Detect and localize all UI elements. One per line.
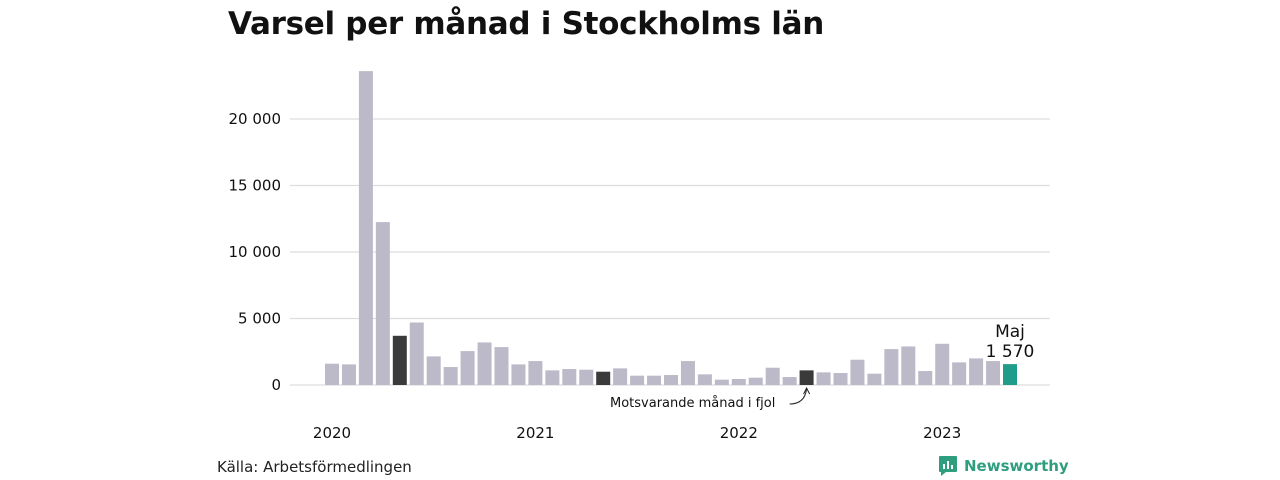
source-note: Källa: Arbetsförmedlingen [217,458,412,476]
bar [528,361,543,385]
bar [731,379,746,385]
bar [714,379,729,385]
brand-logo: Newsworthy [938,455,1069,477]
x-tick-label: 2023 [923,424,961,442]
bar [680,361,695,385]
bar [901,346,916,385]
bar [816,372,831,385]
bars [325,71,1017,386]
brand-name: Newsworthy [964,457,1069,475]
x-tick-label: 2021 [516,424,554,442]
bar [325,363,339,385]
chart-title: Varsel per månad i Stockholms län [228,6,824,42]
bar [579,369,594,385]
bar [799,370,814,385]
bar [613,368,628,385]
bar [850,359,865,385]
bar [748,377,763,385]
bar [867,373,882,385]
newsworthy-logo-icon [939,456,957,476]
bar [477,342,492,385]
bar [833,373,848,385]
y-tick-label: 15 000 [229,177,282,195]
bar [596,371,611,385]
bar [511,364,526,385]
bar [443,367,458,385]
bar [358,71,373,386]
bar [426,356,441,385]
bar [935,343,950,385]
bar [494,347,509,385]
bar [375,222,390,385]
annotation-arrowhead [803,386,811,395]
bar [545,370,560,385]
bar [952,362,967,385]
bar [1003,364,1017,385]
bar [562,369,577,385]
x-tick-label: 2022 [720,424,758,442]
y-tick-label: 20 000 [229,110,282,128]
x-axis-ticks: 2020 2021 2022 2023 [313,424,961,442]
bar [697,374,712,385]
bar [918,371,933,385]
bar [460,351,475,385]
annotation-arrow [789,388,808,405]
y-tick-label: 0 [271,376,281,394]
bar [647,375,662,385]
bar [765,367,780,385]
bar [392,335,407,385]
bar [969,358,984,385]
current-month-label: Maj [995,322,1025,342]
current-value-label: 1 570 [986,342,1035,362]
y-tick-label: 10 000 [229,243,282,261]
comparison-annotation: Motsvarande månad i fjol [610,396,775,411]
bar [630,375,645,385]
bar [782,377,797,385]
bar [664,375,678,385]
bar [884,349,899,385]
x-tick-label: 2020 [313,424,351,442]
bar [409,322,424,385]
bar [341,364,356,385]
bar [986,361,1001,385]
y-tick-label: 5 000 [238,310,281,328]
y-axis-ticks: 0 5 000 10 000 15 000 20 000 [229,110,282,394]
